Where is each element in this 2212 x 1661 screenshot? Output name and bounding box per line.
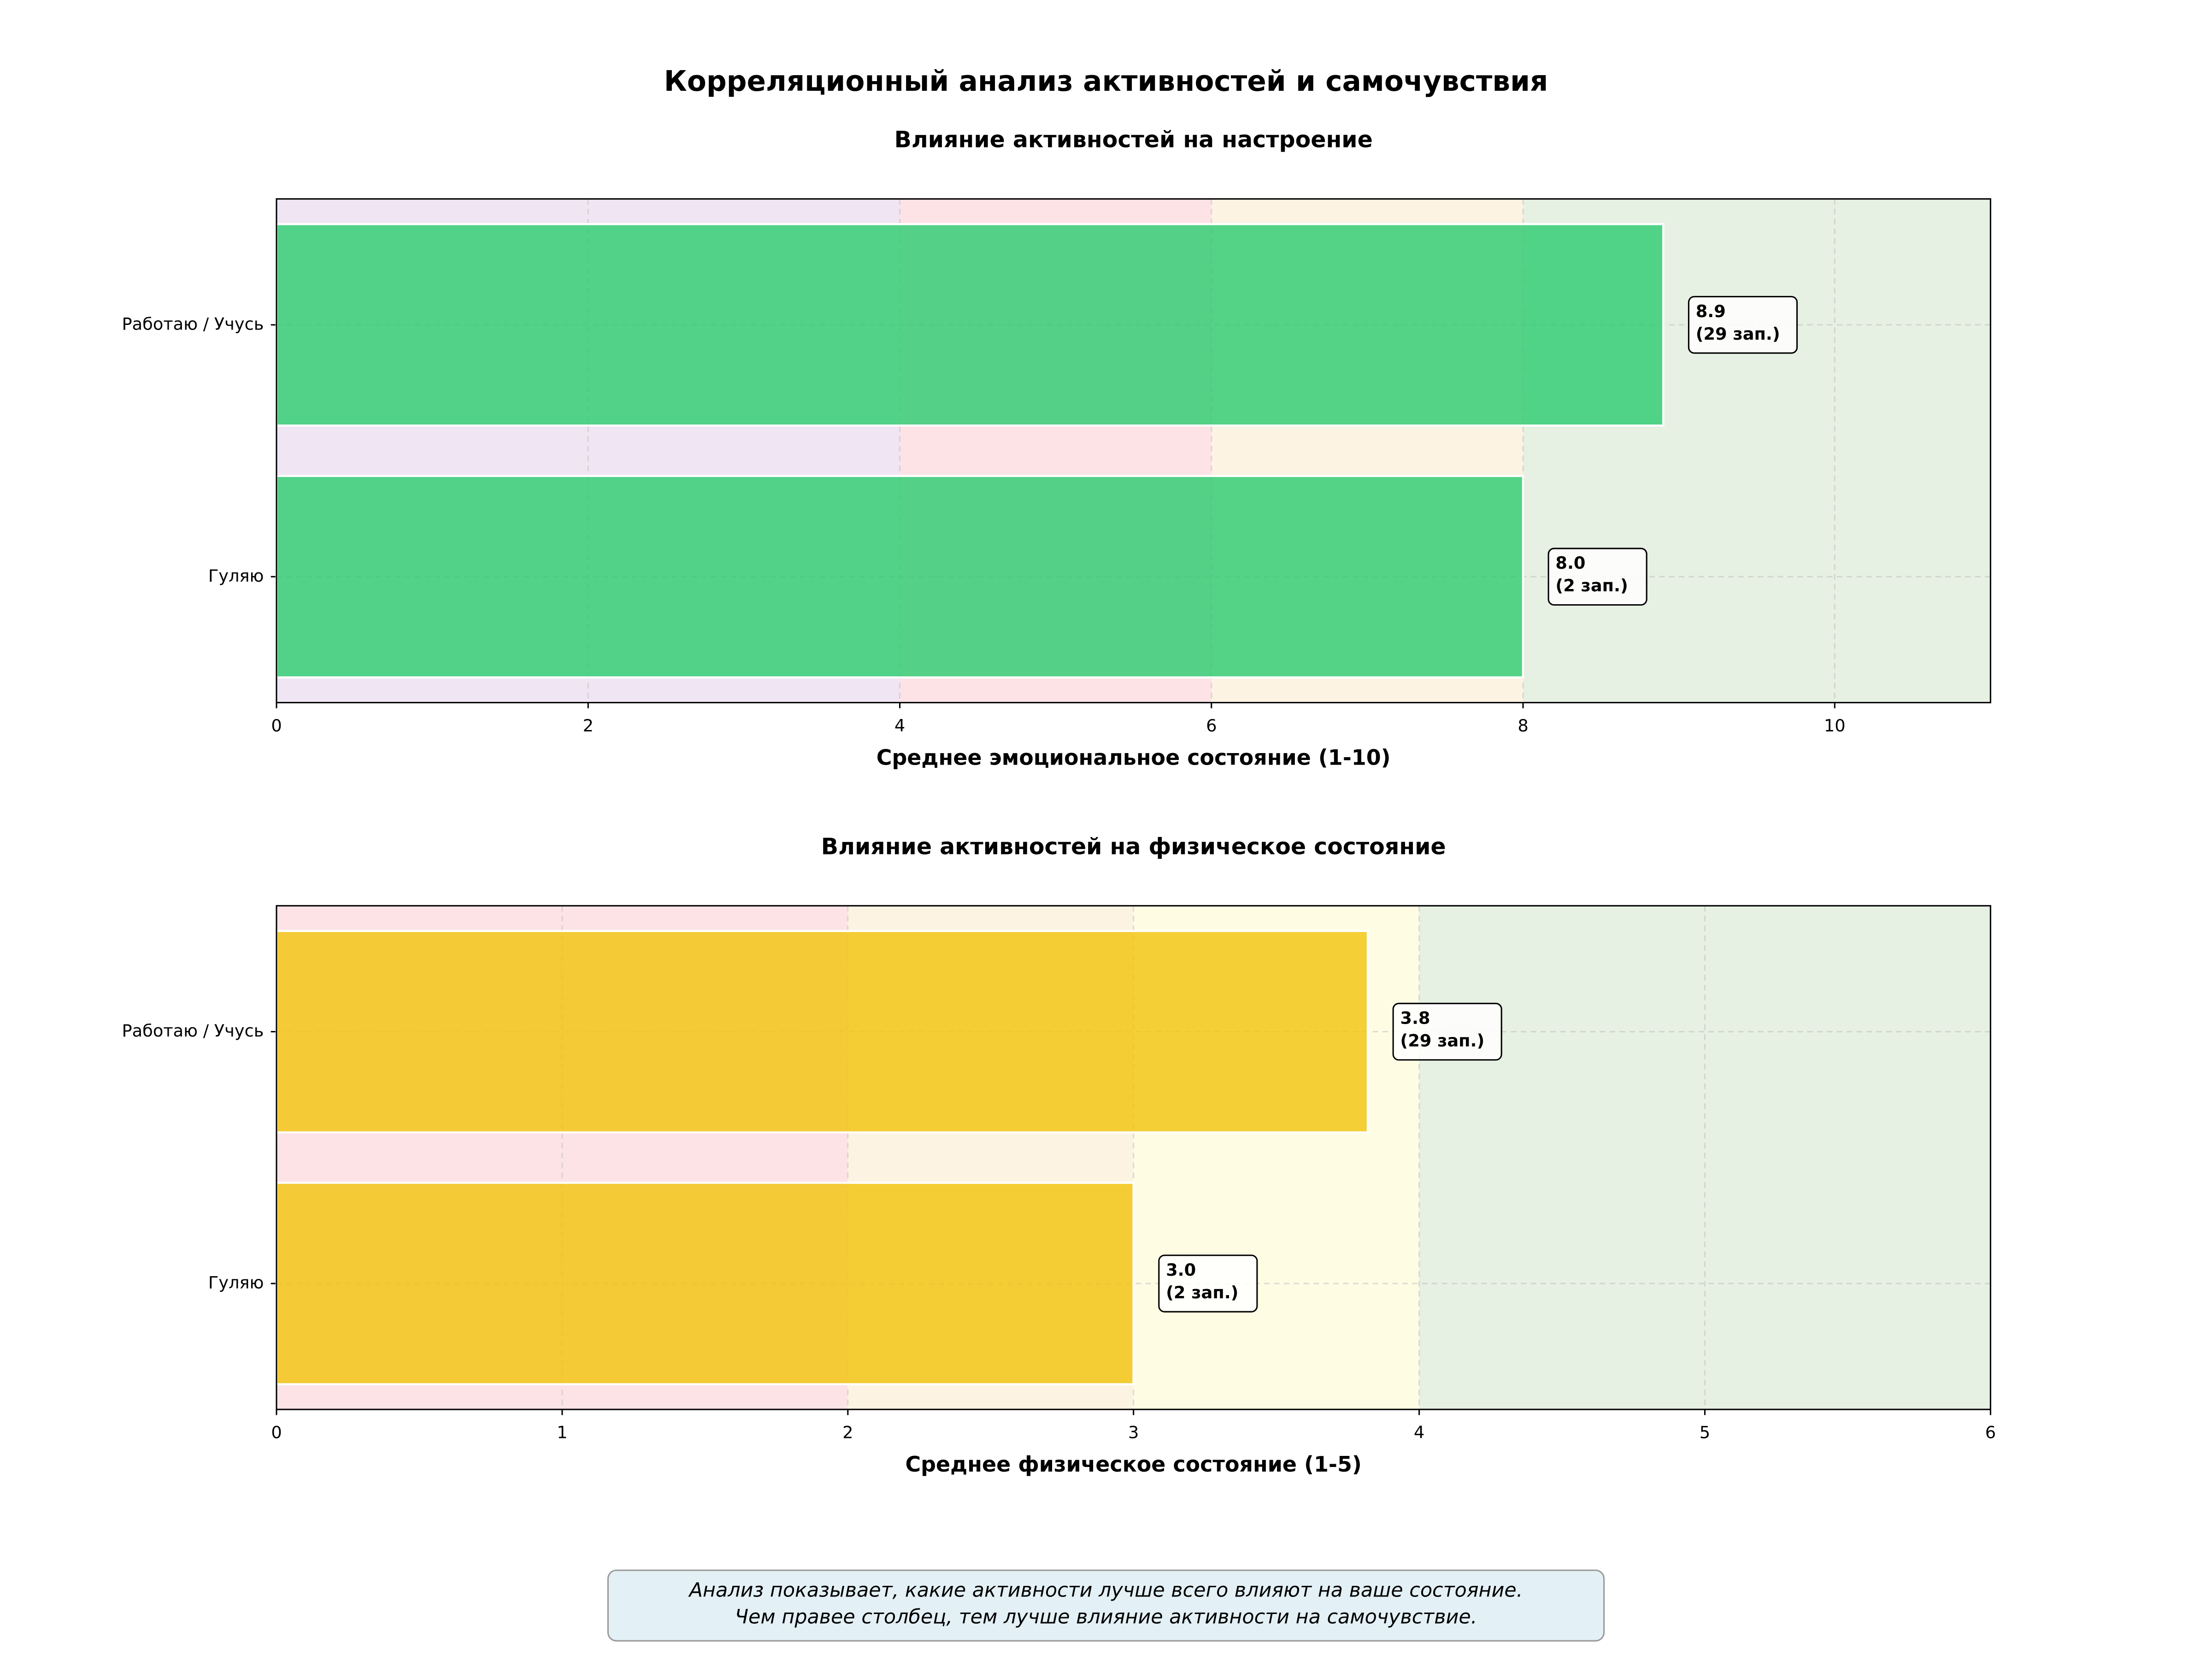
value-label-box [1392,1002,1502,1061]
value-label: 8.0 [1555,553,1585,573]
value-label-box [1158,1255,1258,1313]
y-tick-label: Работаю / Учусь [122,1021,264,1041]
x-tick-label: 2 [583,716,594,736]
value-label: 8.9 [1696,301,1726,321]
x-axis-label: Среднее физическое состояние (1-5) [905,1452,1361,1477]
x-tick-label: 2 [842,1423,853,1443]
bar [275,223,1665,427]
value-label: 3.0 [1166,1260,1196,1280]
bar [275,1182,1135,1385]
count-label: (29 зап.) [1400,1031,1484,1050]
x-tick-label: 6 [1206,716,1217,736]
x-tick-label: 10 [1824,716,1846,736]
figure-title: Корреляционный анализ активностей и само… [664,65,1548,98]
chart-title: Влияние активностей на настроение [894,127,1373,153]
note-line: Чем правее столбец, тем лучше влияние ак… [735,1606,1477,1629]
x-axis-label: Среднее эмоциональное состояние (1-10) [877,745,1391,770]
bar [275,475,1524,679]
x-tick-label: 1 [557,1423,567,1443]
x-tick-label: 4 [894,716,905,736]
count-label: (2 зап.) [1555,576,1628,595]
x-tick-label: 0 [271,716,282,736]
x-tick-label: 3 [1128,1423,1139,1443]
x-tick-label: 5 [1700,1423,1710,1443]
axes-frame [276,905,1991,1410]
y-tick-label: Гуляю [208,566,264,586]
bar [275,930,1369,1134]
note-box [607,1569,1605,1642]
axes-frame [276,198,1991,704]
x-tick-label: 6 [1985,1423,1996,1443]
x-tick-label: 0 [271,1423,282,1443]
y-tick-label: Гуляю [208,1272,264,1292]
note-line: Анализ показывает, какие активности лучш… [688,1579,1523,1602]
x-tick-label: 8 [1518,716,1528,736]
x-tick-label: 4 [1414,1423,1424,1443]
value-label-box [1688,296,1798,354]
count-label: (2 зап.) [1166,1283,1238,1302]
count-label: (29 зап.) [1696,324,1780,344]
value-label: 3.8 [1400,1008,1430,1028]
chart-title: Влияние активностей на физическое состоя… [821,833,1446,860]
value-label-box [1547,548,1647,606]
y-tick-label: Работаю / Учусь [122,314,264,334]
